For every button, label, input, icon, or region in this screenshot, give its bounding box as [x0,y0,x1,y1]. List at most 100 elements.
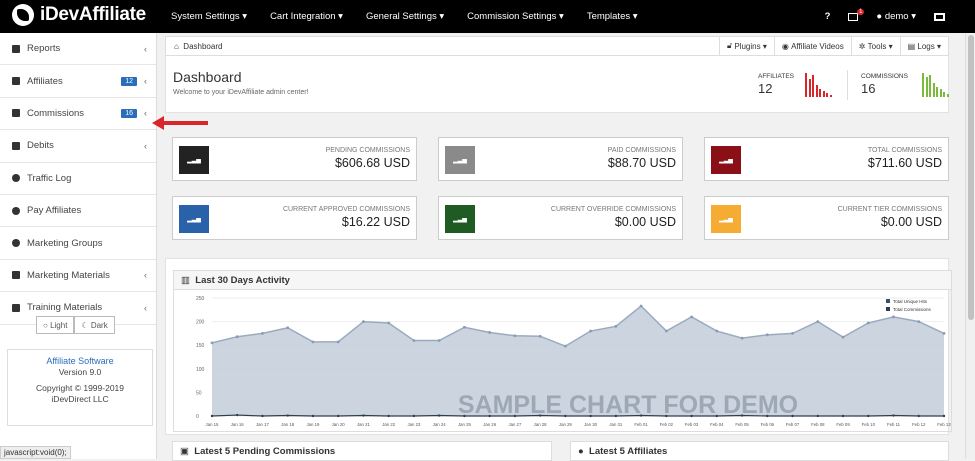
logs-button[interactable]: ▤ Logs ▾ [899,36,948,56]
line-unique-hits [211,305,945,347]
x-tick-label: Feb 05 [735,422,749,427]
commissions-stat[interactable]: COMMISSIONS 16 [861,73,908,96]
software-version: Version 9.0 [58,367,102,377]
x-tick-label: Jan 18 [281,422,295,427]
point-unique-hits [765,333,769,337]
plus-square-icon [12,109,20,118]
dark-theme-button[interactable]: ☾ Dark [74,316,115,334]
sidebar-item-marketing-groups[interactable]: Marketing Groups [0,227,156,260]
sidebar-item-label: Marketing Materials [27,269,110,281]
point-total-commissions [463,414,466,418]
y-tick-label: 150 [196,343,205,349]
latest-affiliates-panel: ● Latest 5 Affiliates [570,441,949,461]
sidebar-item-debits[interactable]: Debits ‹ [0,130,156,163]
home-icon: ⌂ [174,41,179,51]
spark-bar [925,77,928,97]
sidebar-item-reports[interactable]: Reports ‹ [0,33,156,66]
plugins-button[interactable]: 🔓︎ Plugins ▾ [718,36,774,56]
brand-logo[interactable]: iDevAffiliate [12,4,146,26]
menu-commission-settings[interactable]: Commission Settings ▾ [467,11,564,22]
monitor-icon[interactable] [934,12,945,21]
mail-count-badge: 1 [857,8,865,15]
sidebar-item-commissions[interactable]: Commissions 16 ‹ [0,98,156,131]
arrow-circle-icon [12,239,20,248]
x-tick-label: Feb 11 [887,422,901,427]
card-value: $88.70 USD [607,156,676,170]
menu-cart-integration[interactable]: Cart Integration ▾ [270,11,343,22]
sidebar-item-affiliates[interactable]: Affiliates 12 ‹ [0,65,156,98]
count-badge: 12 [121,76,137,86]
point-unique-hits [639,304,643,308]
page-subtitle: Welcome to your iDevAffiliate admin cent… [173,89,309,96]
y-tick-label: 100 [196,367,205,373]
affiliate-videos-button[interactable]: ◉ Affiliate Videos [773,36,851,56]
point-unique-hits [412,339,416,342]
plus-square-icon [12,303,20,312]
arrow-circle-icon [12,206,20,215]
menu-templates[interactable]: Templates ▾ [586,11,638,22]
point-unique-hits [740,336,744,340]
gear-icon: ✲ [858,41,866,51]
x-tick-label: Feb 04 [710,422,724,427]
menu-system-settings[interactable]: System Settings ▾ [171,11,248,22]
card-label: CURRENT TIER COMMISSIONS [837,206,942,213]
menu-general-settings[interactable]: General Settings ▾ [365,11,445,22]
legend-label: Total Commissions [893,307,932,312]
x-tick-label: Feb 06 [761,422,775,427]
user-menu[interactable]: ● demo ▾ [876,11,916,22]
point-unique-hits [362,320,365,323]
breadcrumb-bar: ⌂ Dashboard 🔓︎ Plugins ▾ ◉ Affiliate Vid… [165,36,949,56]
tools-button[interactable]: ✲ Tools ▾ [850,36,900,56]
point-unique-hits [463,325,466,329]
x-tick-label: Feb 12 [912,422,926,427]
chevron-left-icon: ‹ [144,140,147,151]
spark-bar [822,91,825,97]
point-unique-hits [816,320,820,323]
area-unique-hits [212,306,944,416]
top-menu: System Settings ▾ Cart Integration ▾ Gen… [171,0,661,33]
activity-chart: 0 50 100 150 200 250 Jan 15 Jan 16 Jan 17 Jan 18 J… [196,296,951,427]
sidebar-item-pay-affiliates[interactable]: Pay Affiliates [0,195,156,228]
sidebar-item-marketing-materials[interactable]: Marketing Materials ‹ [0,260,156,293]
x-tick-label: Jan 24 [433,422,447,427]
point-unique-hits [715,329,719,333]
affiliates-stat[interactable]: AFFILIATES 12 [758,73,794,96]
scrollbar-thumb[interactable] [968,35,974,320]
chart-watermark: SAMPLE CHART FOR DEMO [458,391,798,419]
sidebar-item-traffic-log[interactable]: Traffic Log [0,163,156,195]
point-unique-hits [336,340,340,344]
point-total-commissions [488,414,491,418]
help-icon[interactable]: ? [824,11,831,22]
point-unique-hits [614,324,618,328]
spark-bar [943,92,945,97]
summary-cards: ▂▃▅ PENDING COMMISSIONS $606.68 USD ▂▃▅ PAID… [172,137,949,241]
card-label: TOTAL COMMISSIONS [867,147,942,154]
card-value: $711.60 USD [867,156,942,170]
y-tick-label: 50 [196,390,202,396]
point-unique-hits [690,315,693,319]
point-total-commissions [867,414,870,418]
page-scrollbar[interactable] [965,33,975,459]
theme-switch: ○ Light ☾ Dark [36,316,115,334]
point-unique-hits [261,332,264,335]
activity-chart-box: ▥ Last 30 Days Activity 0 50 100 150 200 250 J… [173,270,952,432]
x-tick-label: Jan 26 [483,422,497,427]
spark-bar [805,73,807,97]
spark-bar [939,89,942,97]
bar-chart-icon: ▂▃▅ [445,146,475,174]
card-value: $16.22 USD [341,215,410,229]
spark-bar [815,85,818,97]
point-unique-hits [311,340,315,344]
point-total-commissions [437,414,441,417]
legend-label: Total Unique Hits [893,299,928,304]
light-theme-button[interactable]: ○ Light [36,316,75,334]
sidebar-item-label: Marketing Groups [27,237,103,249]
breadcrumb[interactable]: ⌂ Dashboard [174,41,223,51]
top-navbar: iDevAffiliate System Settings ▾ Cart Int… [0,0,975,33]
mail-icon[interactable]: 1 [848,8,865,21]
spark-bar [819,89,821,97]
company-name: iDevDirect LLC [51,394,109,404]
x-tick-label: Jan 21 [357,422,371,427]
point-unique-hits [437,339,441,342]
software-title[interactable]: Affiliate Software [46,356,114,366]
